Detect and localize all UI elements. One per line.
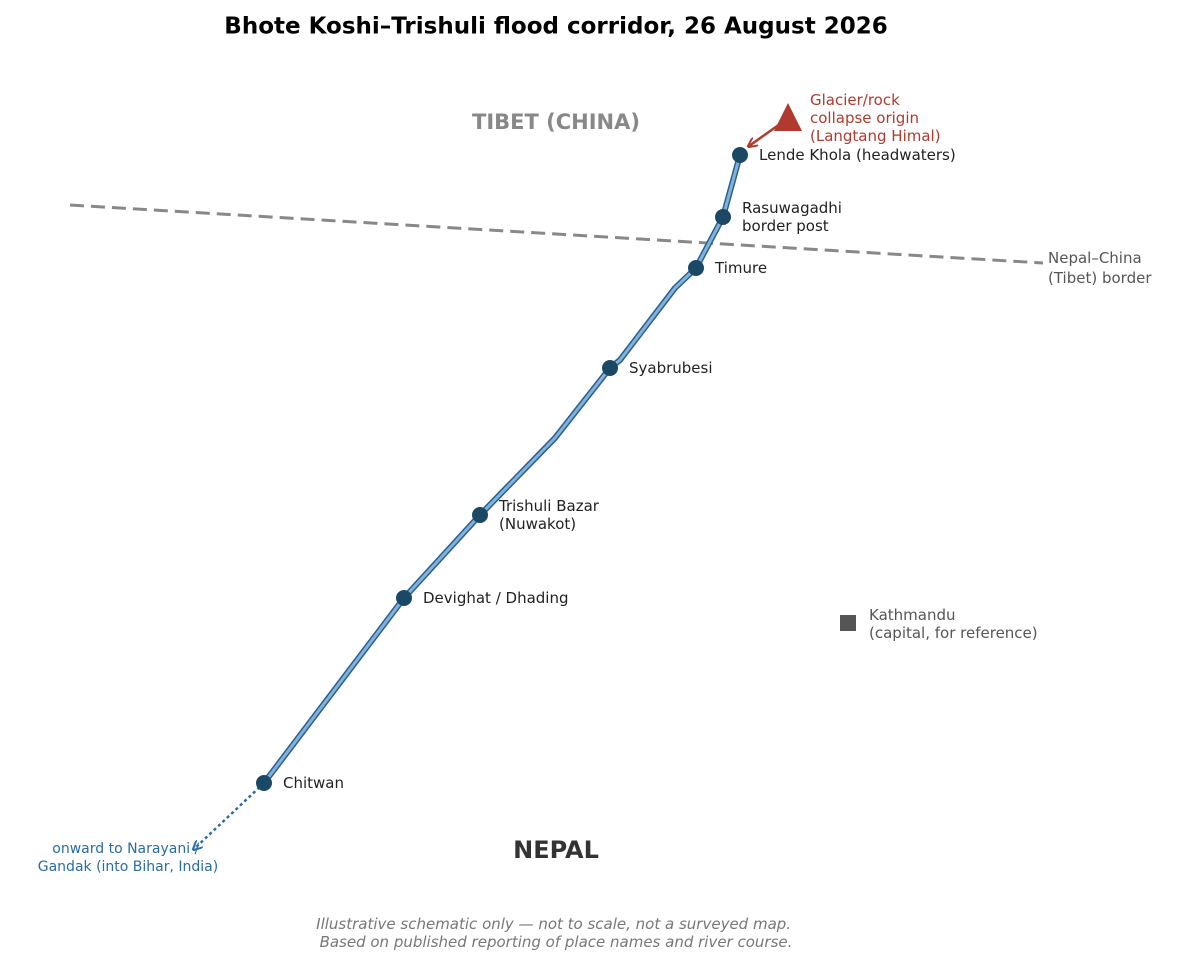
place-marker [256,775,272,791]
place-marker [396,590,412,606]
place-label-line: (Nuwakot) [499,515,576,533]
place-label: Devighat / Dhading [423,589,568,607]
place-label: Syabrubesi [629,359,713,377]
place-label-line: Syabrubesi [629,359,713,377]
place-label-line: Lende Khola (headwaters) [759,146,956,164]
places: Lende Khola (headwaters) Rasuwagadhi borde… [256,146,956,792]
origin-label: Glacier/rock collapse origin (Langtang H… [810,91,941,145]
place-marker [472,507,488,523]
origin-marker [774,103,802,131]
place-marker [732,147,748,163]
place-label-line: Trishuli Bazar [498,497,600,515]
region-label: NEPAL [513,836,599,864]
place-label-line: border post [742,217,829,235]
river [262,154,742,784]
place-label: Timure [714,259,767,277]
region-label: TIBET (CHINA) [472,110,640,134]
place-label-line: Chitwan [283,774,344,792]
place-label-line: Rasuwagadhi [742,199,842,217]
place-marker [602,360,618,376]
border-label: Nepal–China (Tibet) border [1048,249,1152,287]
place-label-line: Timure [714,259,767,277]
origin-arrow [749,122,781,146]
capital-label: Kathmandu (capital, for reference) [869,606,1038,642]
capital-marker [840,615,856,631]
place-label: Trishuli Bazar (Nuwakot) [498,497,600,533]
onward-label: onward to Narayani / Gandak (into Bihar,… [38,841,218,875]
place-label: Rasuwagadhi border post [742,199,842,235]
title: Bhote Koshi–Trishuli flood corridor, 26 … [224,14,887,40]
footnote: Illustrative schematic only — not to sca… [316,915,796,951]
place-marker [715,209,731,225]
place-label: Chitwan [283,774,344,792]
place-label-line: Devighat / Dhading [423,589,568,607]
place-label: Lende Khola (headwaters) [759,146,956,164]
place-marker [688,260,704,276]
border-line [69,203,1044,265]
onward-arrow [194,782,265,849]
